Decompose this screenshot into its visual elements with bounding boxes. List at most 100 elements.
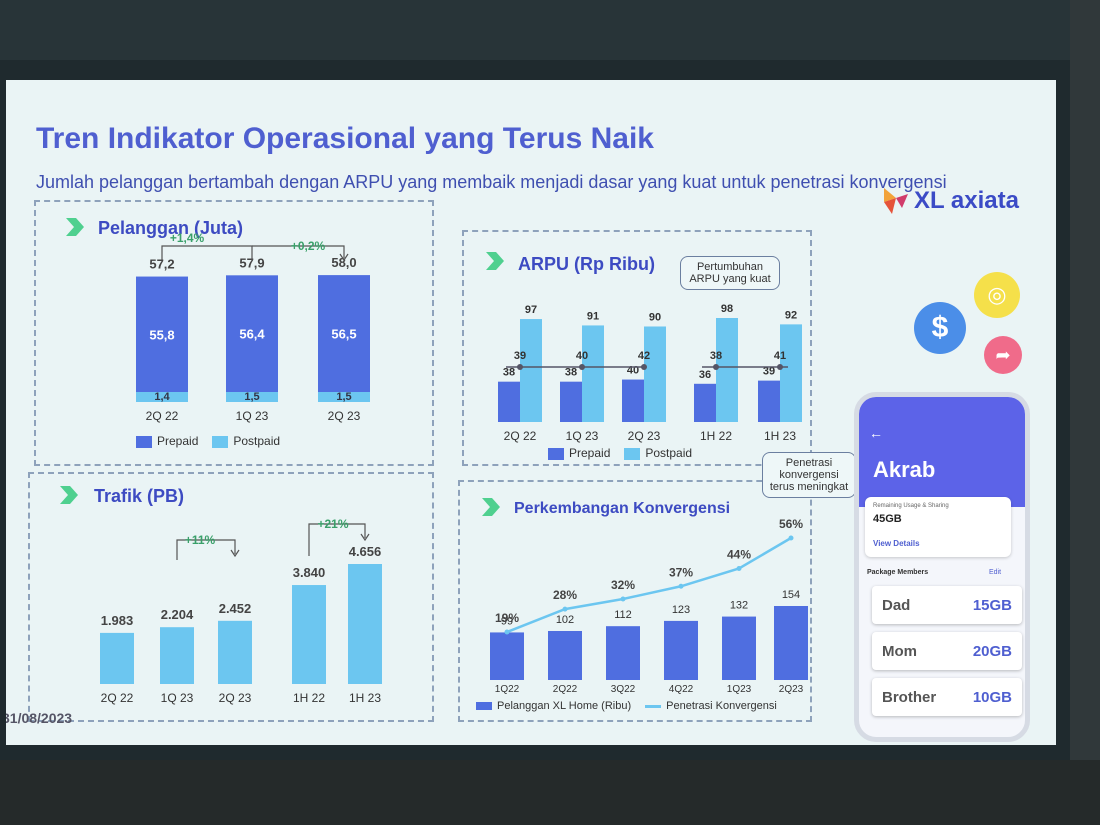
data-label-blended: 38 [710,350,722,362]
data-label-prepaid: 55,8 [149,327,174,342]
tick-label: 1Q22 [495,684,520,695]
legend-label-prepaid: Prepaid [157,434,199,448]
phone-title: Akrab [873,457,936,482]
data-label-postpaid: 92 [785,309,797,321]
blended-point [713,364,719,370]
data-label-penetrasi: 19% [495,611,519,625]
bar-postpaid [226,392,278,402]
dollar-bubble-icon: $ [914,302,966,354]
chart-trafik: 1.983 2Q 22 2.204 1Q 23 2.452 2Q 23 3.840 1H 22… [100,517,382,705]
tick-label: 1Q23 [727,684,752,695]
bar-prepaid [226,275,278,392]
growth-label: +21% [317,517,348,531]
data-label: 4.656 [349,544,382,559]
legend-item-postpaid: Postpaid [624,446,692,460]
presentation-slide: Tren Indikator Operasional yang Terus Na… [6,80,1056,745]
tick-label: 1Q 23 [236,409,269,423]
view-details-link[interactable]: View Details [873,539,920,548]
panel-trafik: Trafik (PB) 1.983 2Q 22 2.204 1Q 23 2.452 2Q … [28,472,434,722]
tick-label: 2Q 23 [628,429,661,443]
legend-label-postpaid: Postpaid [645,446,693,460]
legend-swatch-postpaid [212,435,229,448]
point-penetrasi [736,565,742,571]
growth-arrow [339,253,349,262]
data-label-prepaid: 38 [565,367,577,379]
usage-label: Remaining Usage & Sharing [873,503,949,509]
growth-arrow [230,549,240,558]
data-label-xl-home: 99 [501,615,513,627]
legend-swatch-postpaid [624,447,641,460]
chart-title-trafik: Trafik (PB) [94,486,185,506]
point-penetrasi [788,535,794,541]
bar-xl-home [490,632,524,680]
growth-bracket [176,539,236,560]
legend-swatch-xl-home [476,702,492,711]
data-label-prepaid: 38 [503,367,515,379]
bar-trafik [292,585,326,684]
growth-label: +0,2% [291,239,326,253]
bar-trafik [348,564,382,684]
growth-bracket [308,523,366,556]
legend-label-xl-home: Pelanggan XL Home (Ribu) [497,700,632,712]
data-label: 1.983 [101,613,134,628]
data-label-penetrasi: 44% [727,547,751,561]
bar-trafik [100,632,134,684]
data-label-penetrasi: 37% [669,565,693,579]
bar-postpaid [582,325,604,422]
data-label-total: 58,0 [331,255,356,270]
usage-card: Remaining Usage & Sharing 45GB View Deta… [865,497,1011,557]
room-floor [0,760,1100,825]
member-row[interactable]: Mom 20GB [872,632,1022,670]
data-label-blended: 40 [576,350,588,362]
data-label-total: 57,2 [149,257,174,272]
tick-label: 4Q22 [669,684,694,695]
growth-bracket [252,245,345,258]
legend-pelanggan: Prepaid Postpaid [136,434,280,448]
member-quota: 20GB [972,642,1012,660]
xl-logo-icon [884,188,908,214]
tick-label: 1H 23 [764,429,796,443]
callout-arpu: Pertumbuhan ARPU yang kuat [680,256,780,290]
data-label-blended: 39 [514,350,526,362]
chart-title-konvergensi: Perkembangan Konvergensi [514,500,731,517]
bar-xl-home [722,616,756,680]
blended-point [579,364,585,370]
xl-axiata-logo: XL axiata [884,187,1019,215]
panel-arpu: ARPU (Rp Ribu) 38 97 2Q 22 38 91 1Q 23 40 90 2Q … [462,230,812,466]
data-label-total: 57,9 [239,255,264,270]
data-label: 2.452 [219,601,252,616]
data-label-prepaid: 56,4 [239,327,265,342]
chart-title-arpu: ARPU (Rp Ribu) [518,254,655,274]
legend-item-postpaid: Postpaid [212,434,280,448]
legend-item-xl-home: Pelanggan XL Home (Ribu) [476,700,631,712]
line-penetrasi [506,536,792,634]
data-label-prepaid: 39 [763,366,775,378]
bar-postpaid [136,392,188,402]
member-row[interactable]: Dad 15GB [872,586,1022,624]
bar-postpaid [318,392,370,402]
chevron-right-icon [482,498,500,516]
panel-pelanggan: Pelanggan (Juta) 55,8 1,4 57,2 2Q 22 56,4 1,5… [34,200,434,466]
panel-konvergensi: Perkembangan Konvergensi 99 1Q22 102 2Q22 11… [458,480,812,722]
point-penetrasi [620,596,626,602]
edit-link[interactable]: Edit [989,569,1002,576]
chevron-right-icon [486,252,504,270]
bar-xl-home [664,620,698,680]
usage-value: 45GB [873,513,902,525]
room-background [0,0,1100,60]
legend-item-prepaid: Prepaid [548,446,610,460]
room-wall [1070,0,1100,825]
data-label-prepaid: 56,5 [331,327,356,342]
data-label-xl-home: 123 [672,604,690,616]
bar-prepaid [694,383,716,422]
member-name: Brother [882,688,937,706]
data-label-penetrasi: 32% [611,578,635,592]
bar-trafik [218,620,252,684]
globe-bubble-icon: ◎ [974,272,1020,318]
member-row[interactable]: Brother 10GB [872,678,1022,716]
slide-title: Tren Indikator Operasional yang Terus Na… [36,122,654,155]
back-arrow-icon[interactable]: ← [869,425,883,441]
legend-konvergensi: Pelanggan XL Home (Ribu) Penetrasi Konve… [476,700,777,712]
tick-label: 1H 22 [700,429,732,443]
member-name: Dad [882,596,911,614]
